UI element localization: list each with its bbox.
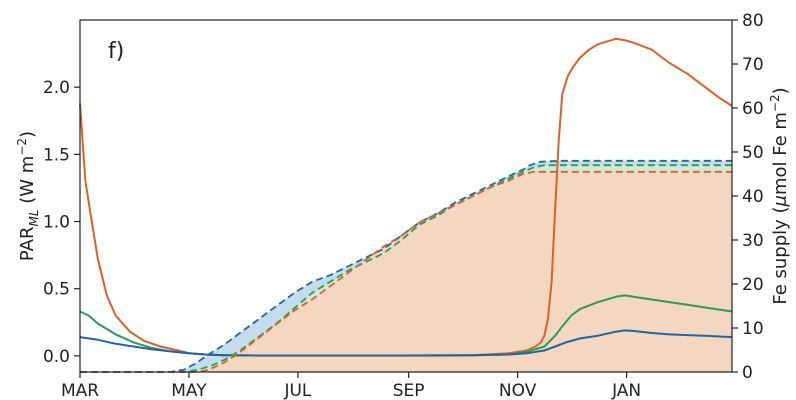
series-line-dashed-green — [80, 164, 732, 373]
y-left-tick-label: 0.5 — [43, 280, 70, 300]
x-tick-label: JAN — [611, 381, 641, 400]
y-right-tick-label: 50 — [742, 143, 764, 163]
x-tick-label: MAY — [171, 381, 207, 400]
y-right-tick-label: 80 — [742, 11, 764, 31]
x-tick-label: NOV — [499, 381, 537, 400]
y-axis-left-title: PARML (W m−2) — [15, 131, 41, 261]
y-right-tick-label: 70 — [742, 55, 764, 75]
y-left-tick-label: 2.0 — [43, 78, 70, 98]
y-right-tick-label: 30 — [742, 231, 764, 251]
x-tick-label: SEP — [393, 381, 425, 400]
series-line-solid-blue — [79, 329, 733, 357]
y-left-title-unit: (W m — [17, 156, 38, 210]
y-right-title-exp: −2 — [768, 94, 782, 112]
area-fill-orange — [80, 171, 732, 372]
y-left-title-close: ) — [17, 131, 38, 138]
series-line-dashed-blue — [80, 159, 732, 373]
y-right-tick-label: 10 — [742, 319, 764, 339]
y-left-title-sub: ML — [27, 209, 41, 226]
y-right-tick-label: 20 — [742, 275, 764, 295]
y-axis-left: 0.0 0.5 1.0 1.5 2.0 — [43, 78, 80, 367]
y-axis-right-title: Fe supply (μmol Fe m−2) — [768, 87, 791, 304]
y-right-title-close: ) — [770, 87, 791, 94]
y-right-tick-label: 40 — [742, 187, 764, 207]
y-right-title-main: Fe supply ( — [770, 206, 791, 304]
series-line-dashed-orange — [80, 170, 732, 373]
series-line-solid-orange — [79, 37, 733, 357]
y-right-title-unit: mol Fe m — [770, 112, 791, 195]
x-tick-label: MAR — [61, 381, 99, 400]
y-left-title-main: PAR — [17, 227, 38, 262]
y-left-tick-label: 1.0 — [43, 213, 70, 233]
x-tick-label: JUL — [283, 381, 311, 400]
y-right-tick-label: 60 — [742, 99, 764, 119]
y-left-tick-label: 0.0 — [43, 347, 70, 367]
y-right-tick-label: 0 — [742, 363, 753, 383]
line-layer — [79, 37, 733, 373]
y-left-title-exp: −2 — [15, 138, 29, 156]
x-axis: MAR MAY JUL SEP NOV JAN — [61, 372, 641, 400]
y-axis-right: 0 10 20 30 40 50 60 70 80 — [732, 11, 764, 383]
y-left-tick-label: 1.5 — [43, 145, 70, 165]
y-right-title-mu: μ — [770, 195, 791, 207]
fill-layer — [80, 160, 732, 372]
panel-label: f) — [108, 39, 124, 64]
